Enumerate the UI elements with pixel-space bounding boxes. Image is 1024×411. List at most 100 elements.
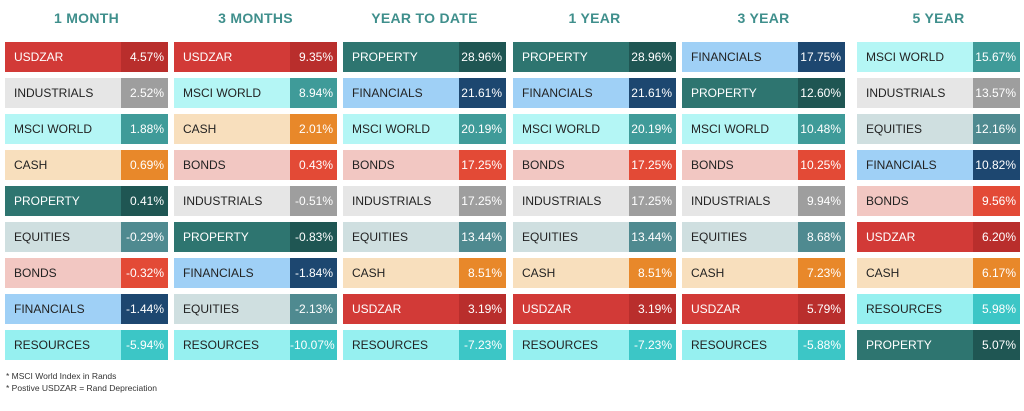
column-4: 3 YEAR FINANCIALS 17.75% PROPERTY 12.60% MSCI… bbox=[682, 0, 845, 360]
return-value: 17.25% bbox=[629, 186, 676, 216]
column-0: 1 MONTH USDZAR 4.57% INDUSTRIALS 2.52% MSCI W… bbox=[5, 0, 168, 360]
asset-label: PROPERTY bbox=[513, 42, 629, 72]
return-value: -0.29% bbox=[121, 222, 168, 252]
cell-industrials: INDUSTRIALS 17.25% bbox=[343, 186, 506, 216]
cell-msci-world: MSCI WORLD 10.48% bbox=[682, 114, 845, 144]
cell-industrials: INDUSTRIALS 9.94% bbox=[682, 186, 845, 216]
return-value: 1.88% bbox=[121, 114, 168, 144]
return-value: 3.19% bbox=[629, 294, 676, 324]
cell-cash: CASH 0.69% bbox=[5, 150, 168, 180]
cell-cash: CASH 2.01% bbox=[174, 114, 337, 144]
cell-property: PROPERTY 0.41% bbox=[5, 186, 168, 216]
cell-property: PROPERTY 28.96% bbox=[513, 42, 676, 72]
cell-bonds: BONDS -0.32% bbox=[5, 258, 168, 288]
return-value: 0.69% bbox=[121, 150, 168, 180]
return-value: 20.19% bbox=[459, 114, 506, 144]
cell-financials: FINANCIALS 17.75% bbox=[682, 42, 845, 72]
return-value: 2.01% bbox=[290, 114, 337, 144]
cell-financials: FINANCIALS -1.84% bbox=[174, 258, 337, 288]
asset-label: INDUSTRIALS bbox=[513, 186, 629, 216]
return-value: -1.84% bbox=[290, 258, 337, 288]
asset-label: FINANCIALS bbox=[5, 294, 121, 324]
cell-resources: RESOURCES 5.98% bbox=[857, 294, 1020, 324]
asset-label: EQUITIES bbox=[174, 294, 290, 324]
asset-label: USDZAR bbox=[513, 294, 629, 324]
return-value: 0.43% bbox=[290, 150, 337, 180]
asset-label: CASH bbox=[5, 150, 121, 180]
asset-label: MSCI WORLD bbox=[174, 78, 290, 108]
asset-label: USDZAR bbox=[5, 42, 121, 72]
return-value: 13.57% bbox=[973, 78, 1020, 108]
return-value: 6.20% bbox=[973, 222, 1020, 252]
asset-label: EQUITIES bbox=[513, 222, 629, 252]
return-value: 28.96% bbox=[629, 42, 676, 72]
asset-label: CASH bbox=[857, 258, 973, 288]
return-value: -0.51% bbox=[290, 186, 337, 216]
asset-label: BONDS bbox=[857, 186, 973, 216]
column-5: 5 YEAR MSCI WORLD 15.67% INDUSTRIALS 13.57% E… bbox=[857, 0, 1020, 360]
cell-msci-world: MSCI WORLD 15.67% bbox=[857, 42, 1020, 72]
column-header: 1 MONTH bbox=[53, 10, 120, 26]
cell-cash: CASH 8.51% bbox=[343, 258, 506, 288]
cell-bonds: BONDS 17.25% bbox=[343, 150, 506, 180]
asset-label: BONDS bbox=[513, 150, 629, 180]
cell-financials: FINANCIALS 10.82% bbox=[857, 150, 1020, 180]
asset-label: MSCI WORLD bbox=[857, 42, 973, 72]
asset-label: RESOURCES bbox=[343, 330, 459, 360]
return-value: 8.94% bbox=[290, 78, 337, 108]
return-value: -10.07% bbox=[290, 330, 337, 360]
cell-financials: FINANCIALS 21.61% bbox=[343, 78, 506, 108]
cell-property: PROPERTY 28.96% bbox=[343, 42, 506, 72]
return-value: -0.32% bbox=[121, 258, 168, 288]
cell-resources: RESOURCES -7.23% bbox=[513, 330, 676, 360]
return-value: -7.23% bbox=[459, 330, 506, 360]
cell-property: PROPERTY 5.07% bbox=[857, 330, 1020, 360]
cell-cash: CASH 7.23% bbox=[682, 258, 845, 288]
cell-usdzar: USDZAR 3.19% bbox=[343, 294, 506, 324]
asset-label: PROPERTY bbox=[857, 330, 973, 360]
column-header: 3 YEAR bbox=[737, 10, 790, 26]
return-value: 17.25% bbox=[459, 186, 506, 216]
return-value: 20.19% bbox=[629, 114, 676, 144]
asset-label: MSCI WORLD bbox=[343, 114, 459, 144]
return-value: -2.13% bbox=[290, 294, 337, 324]
return-value: 15.67% bbox=[973, 42, 1020, 72]
cell-resources: RESOURCES -7.23% bbox=[343, 330, 506, 360]
cell-resources: RESOURCES -10.07% bbox=[174, 330, 337, 360]
asset-label: MSCI WORLD bbox=[5, 114, 121, 144]
cell-industrials: INDUSTRIALS 2.52% bbox=[5, 78, 168, 108]
asset-label: PROPERTY bbox=[343, 42, 459, 72]
return-value: 12.16% bbox=[973, 114, 1020, 144]
asset-label: RESOURCES bbox=[857, 294, 973, 324]
cell-bonds: BONDS 0.43% bbox=[174, 150, 337, 180]
return-value: 9.94% bbox=[798, 186, 845, 216]
asset-label: RESOURCES bbox=[174, 330, 290, 360]
asset-label: FINANCIALS bbox=[513, 78, 629, 108]
asset-label: PROPERTY bbox=[174, 222, 290, 252]
column-header: 3 MONTHS bbox=[218, 10, 293, 26]
asset-label: PROPERTY bbox=[5, 186, 121, 216]
return-value: 28.96% bbox=[459, 42, 506, 72]
return-value: 2.52% bbox=[121, 78, 168, 108]
asset-label: FINANCIALS bbox=[857, 150, 973, 180]
cell-equities: EQUITIES -2.13% bbox=[174, 294, 337, 324]
asset-label: MSCI WORLD bbox=[682, 114, 798, 144]
cell-equities: EQUITIES 13.44% bbox=[343, 222, 506, 252]
return-value: 7.23% bbox=[798, 258, 845, 288]
return-value: 8.51% bbox=[459, 258, 506, 288]
returns-table: 1 MONTH USDZAR 4.57% INDUSTRIALS 2.52% MSCI W… bbox=[5, 0, 1020, 360]
asset-label: BONDS bbox=[5, 258, 121, 288]
asset-label: INDUSTRIALS bbox=[343, 186, 459, 216]
asset-label: INDUSTRIALS bbox=[174, 186, 290, 216]
column-header: YEAR TO DATE bbox=[371, 10, 478, 26]
cell-equities: EQUITIES 12.16% bbox=[857, 114, 1020, 144]
column-header: 1 YEAR bbox=[568, 10, 621, 26]
asset-label: EQUITIES bbox=[5, 222, 121, 252]
return-value: -7.23% bbox=[629, 330, 676, 360]
footnote-msci: * MSCI World Index in Rands bbox=[6, 371, 117, 381]
cell-usdzar: USDZAR 4.57% bbox=[5, 42, 168, 72]
asset-label: CASH bbox=[343, 258, 459, 288]
asset-label: INDUSTRIALS bbox=[5, 78, 121, 108]
asset-label: EQUITIES bbox=[857, 114, 973, 144]
return-value: 10.48% bbox=[798, 114, 845, 144]
